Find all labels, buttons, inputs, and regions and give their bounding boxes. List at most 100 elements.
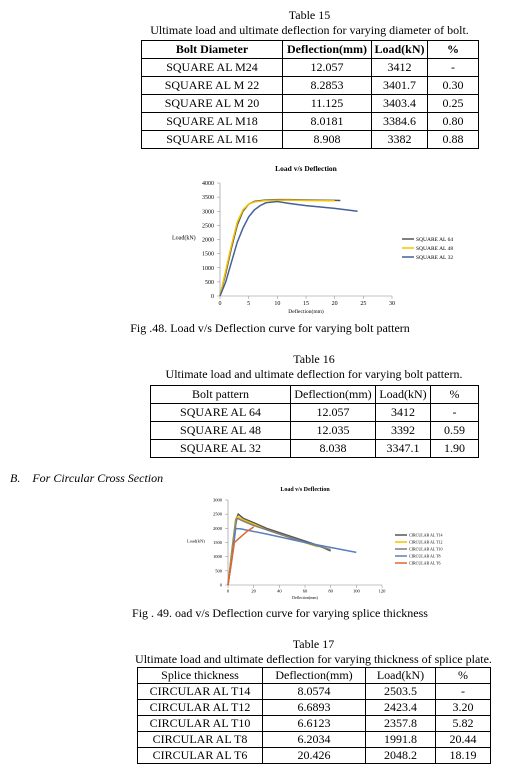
x-tick-label: 20	[251, 589, 256, 594]
x-tick-label: 120	[379, 589, 387, 594]
table-cell: 20.426	[262, 747, 366, 764]
table-cell: 6.2034	[262, 731, 366, 748]
y-axis-label: Load(kN)	[172, 235, 196, 242]
x-tick-label: 5	[247, 301, 250, 307]
series-line	[219, 200, 358, 297]
legend-label: CIRCULAR AL T8	[409, 554, 441, 559]
header-row: Bolt Diameter Deflection(mm) Load(kN)%	[141, 40, 479, 59]
table-cell: 6.6123	[262, 715, 366, 732]
chart: Load v/s Deflection050010001500200025003…	[187, 487, 443, 600]
table-cell: 1991.8	[365, 731, 436, 748]
table-cell: 3412	[371, 58, 428, 77]
header-cell: %	[430, 385, 479, 404]
x-tick-label: 60	[303, 589, 308, 594]
table-title: Table 15	[288, 8, 331, 22]
legend-label: CIRCULAR AL T14	[409, 533, 443, 538]
table-caption: Ultimate load and ultimate deflection fo…	[135, 652, 492, 666]
table-cell: 3392	[375, 421, 431, 440]
x-tick-label: 100	[353, 589, 361, 594]
table-row: SQUARE AL 64 12.057 3412-	[150, 403, 479, 422]
y-tick-label: 1500	[213, 540, 223, 545]
header-cell: Deflection(mm)	[282, 40, 372, 59]
x-axis-label: Deflection(mm)	[292, 595, 318, 600]
header-cell: Load(kN)	[371, 40, 428, 59]
table-cell: SQUARE AL M18	[141, 112, 283, 131]
x-tick-label: 15	[303, 301, 309, 307]
header-cell: Load(kN)	[365, 667, 436, 684]
table-cell: 0.25	[427, 94, 479, 113]
table-title: Table 16	[293, 352, 335, 366]
series-line	[227, 512, 331, 586]
table-cell: SQUARE AL 64	[150, 403, 291, 422]
table-cell: 0.30	[427, 76, 479, 95]
table-cell: 3403.4	[371, 94, 428, 113]
y-tick-label: 500	[215, 568, 223, 573]
data-table: Bolt pattern Deflection(mm) Load(kN)% SQUAR…	[150, 385, 479, 458]
x-tick-label: 40	[277, 589, 282, 594]
table-cell: 8.908	[282, 130, 372, 149]
figure-caption: Fig . 49. oad v/s Deflection curve for v…	[132, 606, 428, 620]
table-cell: CIRCULAR AL T14	[137, 683, 263, 700]
table-cell: SQUARE AL M16	[141, 130, 283, 149]
table-cell: 2048.2	[365, 747, 436, 764]
table-cell: 8.038	[290, 439, 376, 458]
y-tick-label: 2500	[202, 223, 214, 229]
chart-title: Load v/s Deflection	[280, 487, 330, 493]
series-line	[219, 199, 335, 297]
y-tick-label: 2000	[213, 526, 223, 531]
table-row: SQUARE AL 48 12.035 3392 0.59	[150, 421, 479, 440]
table-cell: 0.59	[430, 421, 479, 440]
header-cell: %	[435, 667, 491, 684]
header-cell: Deflection(mm)	[262, 667, 366, 684]
table-cell: CIRCULAR AL T6	[137, 747, 263, 764]
table-cell: 3412	[375, 403, 431, 422]
table-cell: CIRCULAR AL T8	[137, 731, 263, 748]
header-row: Bolt pattern Deflection(mm) Load(kN)%	[150, 385, 479, 404]
table-cell: 20.44	[435, 731, 491, 748]
series-line	[219, 198, 341, 297]
y-tick-label: 3000	[202, 209, 214, 215]
x-tick-label: 0	[219, 301, 222, 307]
table-cell: 12.057	[290, 403, 376, 422]
table-row: SQUARE AL M16 8.908 3382 0.88	[141, 130, 479, 149]
series-line	[227, 526, 255, 586]
table-cell: 6.6893	[262, 699, 366, 716]
table-cell: 3347.1	[375, 439, 431, 458]
table-cell: 2423.4	[365, 699, 436, 716]
table-cell: 8.2853	[282, 76, 372, 95]
x-tick-label: 25	[360, 301, 366, 307]
table-cell: 11.125	[282, 94, 372, 113]
table-cell: 3401.7	[371, 76, 428, 95]
table-cell: 2503.5	[365, 683, 436, 700]
x-tick-label: 30	[389, 301, 395, 307]
y-tick-label: 1000	[213, 554, 223, 559]
series-line	[227, 515, 319, 586]
table-caption: Ultimate load and ultimate deflection fo…	[150, 23, 469, 37]
table-row: SQUARE AL 32 8.038 3347.1 1.90	[150, 439, 479, 458]
table-row: SQUARE AL M 20 11.125 3403.4 0.25	[141, 94, 479, 113]
table-title: Table 17	[292, 637, 335, 651]
table-cell: 8.0574	[262, 683, 366, 700]
x-tick-label: 10	[274, 301, 280, 307]
series-line	[227, 517, 331, 586]
table-cell: 2357.8	[365, 715, 436, 732]
table-cell: SQUARE AL 32	[150, 439, 291, 458]
table-row: CIRCULAR AL T14 8.0574 2503.5-	[137, 683, 491, 700]
data-table: Bolt Diameter Deflection(mm) Load(kN)% SQUA…	[141, 40, 479, 149]
x-tick-label: 20	[332, 301, 338, 307]
y-tick-label: 3000	[213, 498, 223, 503]
header-cell: %	[427, 40, 479, 59]
table-cell: -	[427, 58, 479, 77]
header-cell: Load(kN)	[375, 385, 431, 404]
table-cell: 1.90	[430, 439, 479, 458]
table-row: CIRCULAR AL T8 6.2034 1991.8 20.44	[137, 731, 491, 748]
table-cell: 0.88	[427, 130, 479, 149]
table-cell: 18.19	[435, 747, 491, 764]
section-title: For Circular Cross Section	[32, 471, 164, 485]
table-cell: SQUARE AL M 20	[141, 94, 283, 113]
table-cell: 0.80	[427, 112, 479, 131]
section-heading: B. For Circular Cross Section	[10, 471, 163, 486]
legend-label: CIRCULAR AL T10	[409, 547, 443, 552]
header-cell: Deflection(mm)	[290, 385, 376, 404]
table-row: CIRCULAR AL T6 20.426 2048.2 18.19	[137, 747, 491, 764]
